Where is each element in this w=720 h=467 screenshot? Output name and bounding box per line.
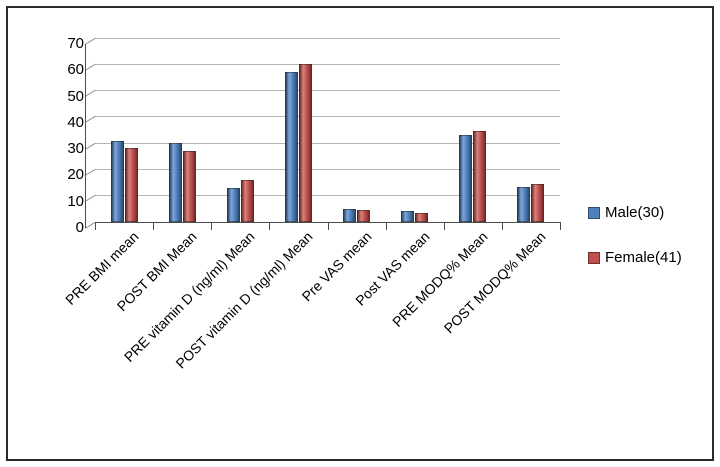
y-axis-tick-label: 20	[67, 166, 84, 184]
x-axis-tick	[95, 222, 96, 230]
bar-male-30-post-modq-mean	[517, 187, 531, 222]
axis-3d-connector	[84, 116, 96, 124]
x-axis-tick	[153, 222, 155, 230]
bar-female-41-post-modq-mean	[531, 184, 545, 222]
bar-female-41-post-bmi-mean	[182, 151, 196, 222]
x-axis-tick	[560, 222, 561, 230]
legend-swatch-female	[588, 251, 600, 264]
x-axis-category-label: POST MODQ% Mean	[440, 228, 549, 337]
bar-male-30-post-vas-mean	[401, 211, 415, 222]
bar-male-30-pre-modq-mean	[459, 135, 473, 222]
y-axis-tick-label: 60	[67, 61, 84, 79]
chart-frame: 0 10 20 30 40 50 60 70 PRE BMI mean POST BMI Mea…	[6, 6, 714, 461]
bar-male-30-pre-bmi-mean	[110, 141, 124, 222]
gridline	[95, 168, 560, 170]
legend-label-female: Female(41)	[605, 249, 682, 266]
bar-female-41-post-vitamin-d-ng-ml-mean	[298, 64, 312, 222]
axis-3d-connector	[84, 89, 96, 97]
gridline	[95, 195, 560, 197]
y-axis-tick-label: 10	[67, 192, 84, 210]
gridline	[95, 63, 560, 65]
x-axis-tick	[501, 222, 503, 230]
bar-female-41-pre-bmi-mean	[124, 148, 138, 222]
bar-female-41-pre-vas-mean	[357, 210, 371, 222]
axis-3d-connector	[84, 37, 96, 45]
x-axis-tick	[269, 222, 271, 230]
x-axis-tick	[211, 222, 213, 230]
y-axis-tick-label: 30	[67, 140, 84, 158]
x-axis-tick	[327, 222, 329, 230]
bar-male-30-pre-vas-mean	[343, 209, 357, 222]
gridline	[95, 37, 560, 39]
legend-item-female: Female(41)	[588, 249, 682, 266]
bars-layer	[95, 38, 560, 222]
legend-item-male: Male(30)	[588, 204, 682, 221]
bar-male-30-post-bmi-mean	[168, 143, 182, 222]
x-axis-tick	[385, 222, 387, 230]
y-axis-line	[85, 44, 86, 228]
axis-3d-connector	[84, 142, 96, 150]
bar-female-41-pre-vitamin-d-ng-ml-mean	[240, 180, 254, 222]
axis-3d-connector	[84, 195, 96, 203]
axis-3d-connector	[84, 168, 96, 176]
bar-male-30-post-vitamin-d-ng-ml-mean	[284, 72, 298, 222]
gridline	[95, 116, 560, 118]
bar-female-41-pre-modq-mean	[473, 131, 487, 222]
legend-swatch-male	[588, 206, 600, 219]
gridline	[95, 142, 560, 144]
column-chart: 0 10 20 30 40 50 60 70 PRE BMI mean POST BMI Mea…	[8, 8, 712, 459]
y-axis-tick-label: 40	[67, 113, 84, 131]
axis-3d-connector	[84, 63, 96, 71]
axis-3d-connector	[84, 221, 96, 229]
bar-male-30-pre-vitamin-d-ng-ml-mean	[226, 188, 240, 222]
bar-female-41-post-vas-mean	[415, 213, 429, 222]
legend-label-male: Male(30)	[605, 204, 665, 221]
chart-legend: Male(30) Female(41)	[588, 204, 682, 266]
x-axis-tick	[443, 222, 445, 230]
gridline	[95, 90, 560, 92]
y-axis-tick-label: 70	[67, 35, 84, 52]
y-axis-tick-label: 0	[75, 219, 84, 236]
y-axis-tick-label: 50	[67, 87, 84, 105]
